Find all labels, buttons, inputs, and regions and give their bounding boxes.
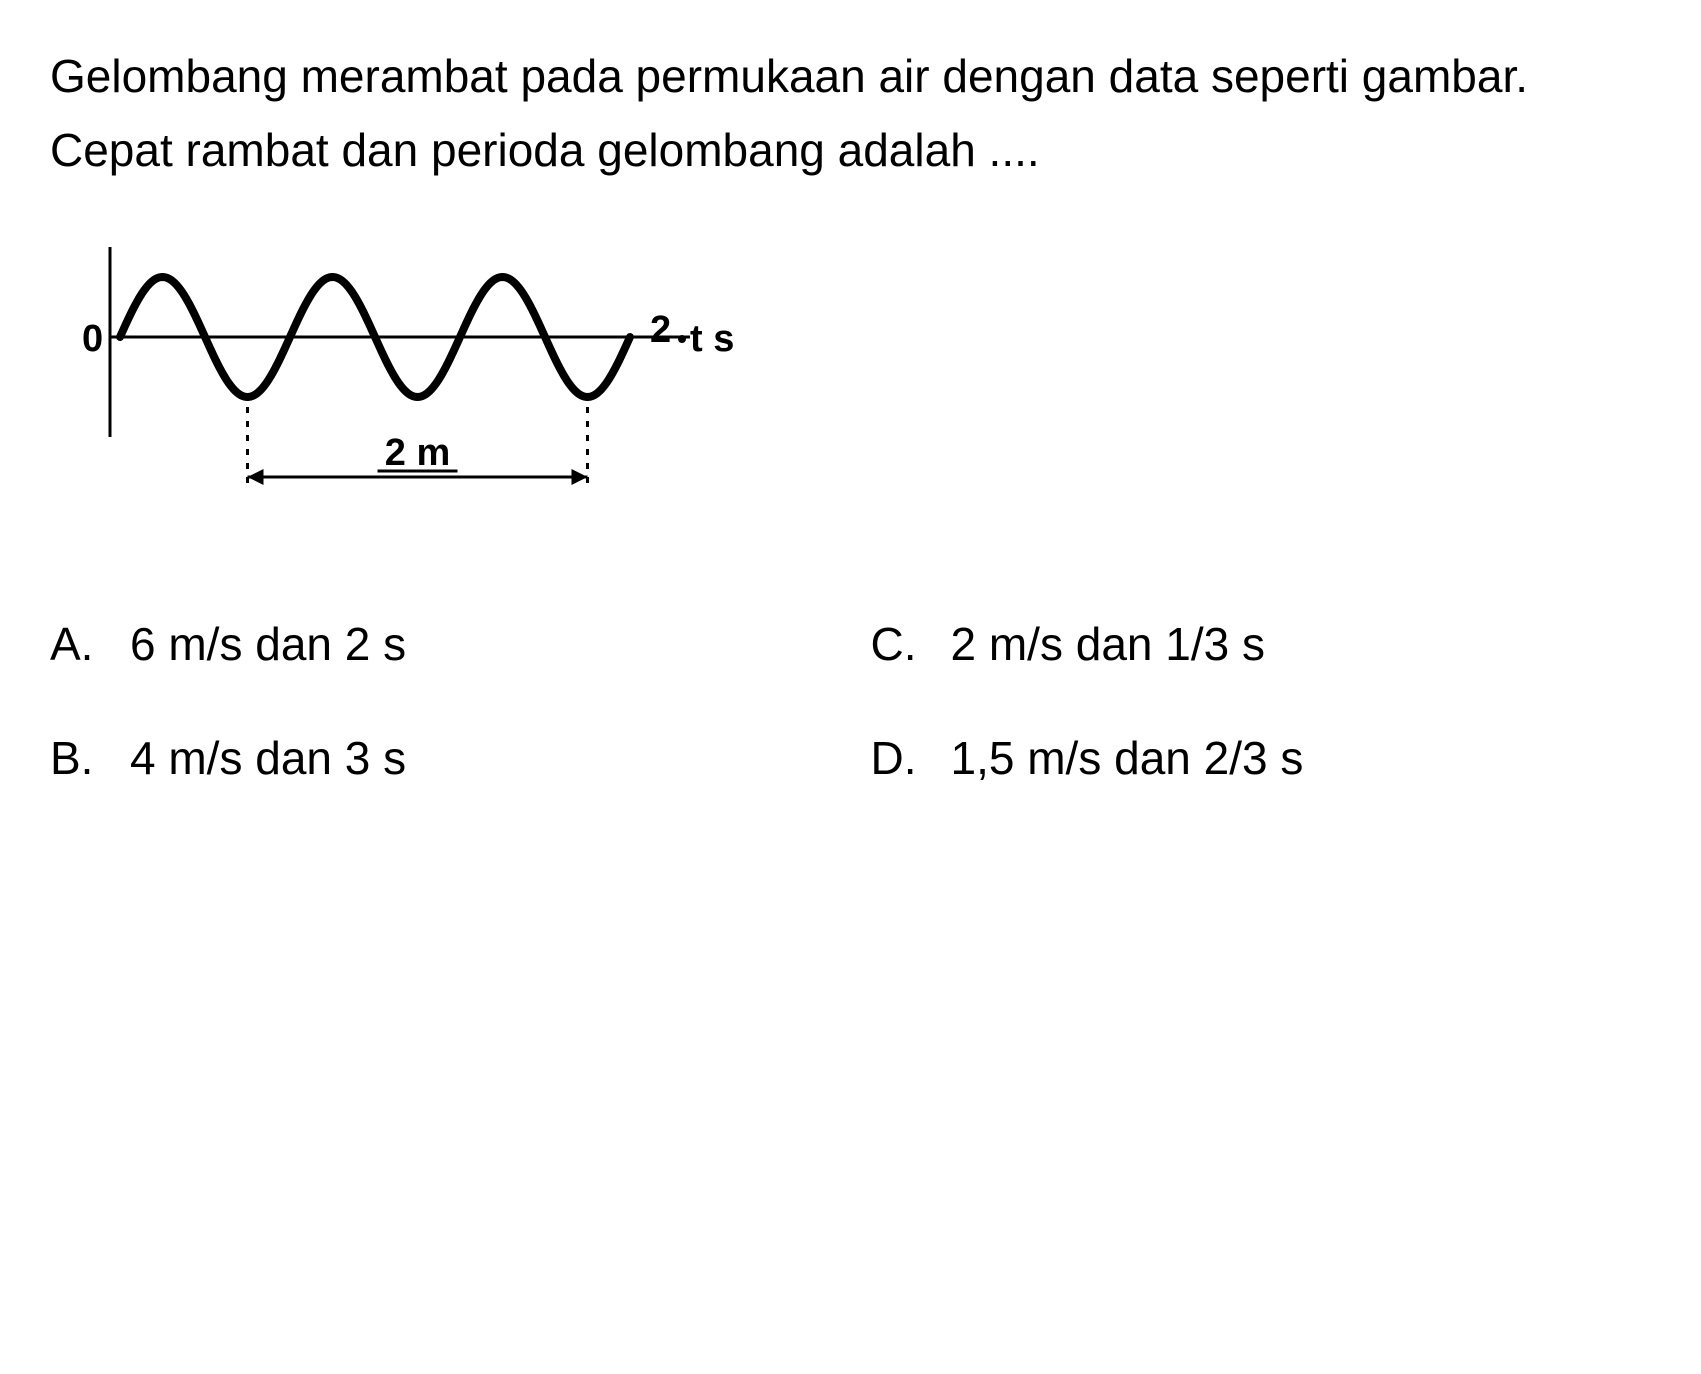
option-b: B. 4 m/s dan 3 s bbox=[50, 731, 831, 785]
option-c-text: 2 m/s dan 1/3 s bbox=[951, 617, 1652, 671]
question-text: Gelombang merambat pada permukaan air de… bbox=[50, 40, 1651, 187]
svg-text:2: 2 bbox=[650, 309, 671, 351]
option-a: A. 6 m/s dan 2 s bbox=[50, 617, 831, 671]
svg-text:2 m: 2 m bbox=[385, 432, 450, 474]
option-c: C. 2 m/s dan 1/3 s bbox=[871, 617, 1652, 671]
option-b-text: 4 m/s dan 3 s bbox=[130, 731, 831, 785]
option-c-letter: C. bbox=[871, 617, 921, 671]
svg-text:t s: t s bbox=[690, 318, 734, 360]
option-d-text: 1,5 m/s dan 2/3 s bbox=[951, 731, 1652, 785]
option-d-letter: D. bbox=[871, 731, 921, 785]
option-a-letter: A. bbox=[50, 617, 100, 671]
option-d: D. 1,5 m/s dan 2/3 s bbox=[871, 731, 1652, 785]
wave-diagram: 0 2 t s 2 m bbox=[50, 237, 850, 557]
svg-text:0: 0 bbox=[82, 318, 103, 360]
option-b-letter: B. bbox=[50, 731, 100, 785]
options-grid: A. 6 m/s dan 2 s C. 2 m/s dan 1/3 s B. 4… bbox=[50, 617, 1651, 785]
option-a-text: 6 m/s dan 2 s bbox=[130, 617, 831, 671]
